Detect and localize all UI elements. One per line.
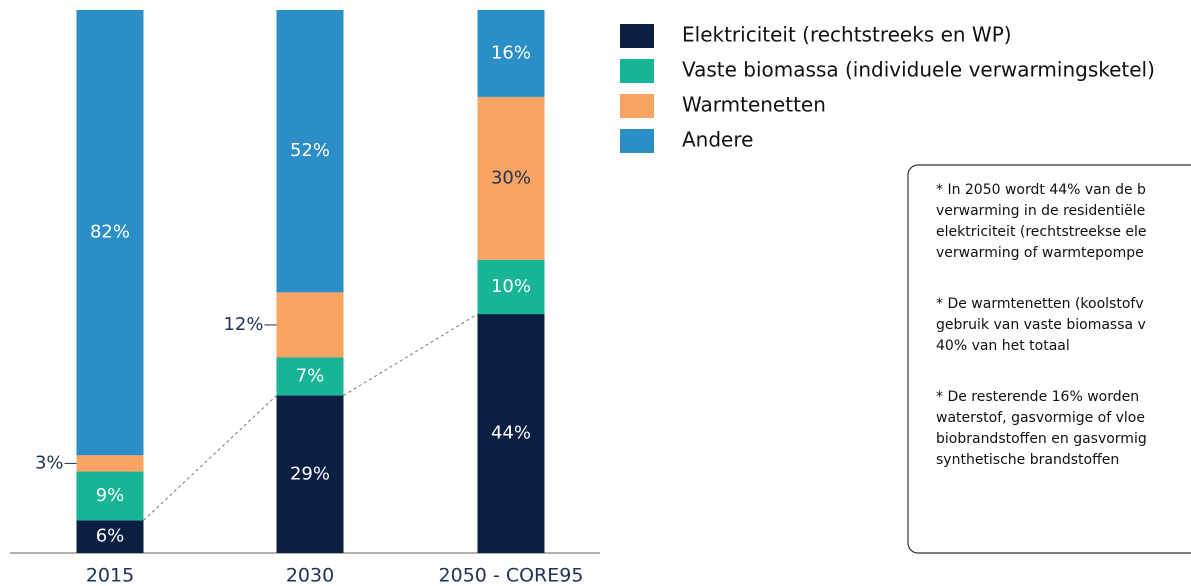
- value-label: 6%: [96, 526, 125, 547]
- legend-swatch: [620, 59, 654, 83]
- bar-segment: [276, 292, 344, 358]
- note-text: biobrandstoffen en gasvormig: [936, 431, 1147, 447]
- value-label: 44%: [491, 423, 531, 444]
- bar-segment: [76, 10, 144, 456]
- legend-swatch: [620, 24, 654, 48]
- note-text: 40% van het totaal: [936, 338, 1070, 354]
- legend-label: Warmtenetten: [682, 93, 826, 117]
- note-text: verwarming of warmtepompe: [936, 245, 1144, 261]
- bar-segment: [477, 96, 545, 260]
- trend-connector: [343, 313, 478, 396]
- bar-segment: [76, 520, 144, 553]
- note-text: * De warmtenetten (koolstofv: [936, 296, 1144, 312]
- note-box: [907, 164, 1191, 554]
- x-tick-label: 2050 - CORE95: [439, 565, 584, 586]
- value-label: 3%: [35, 452, 64, 473]
- bar-segment: [76, 471, 144, 521]
- legend-label: Vaste biomassa (individuele verwarmingsk…: [682, 58, 1155, 82]
- trend-connector: [143, 395, 277, 521]
- legend-label: Elektriciteit (rechtstreeks en WP): [682, 23, 1012, 47]
- note-text: gebruik van vaste biomassa v: [936, 317, 1146, 333]
- x-tick-label: 2030: [286, 565, 334, 586]
- value-label: 30%: [491, 167, 531, 188]
- value-label: 82%: [90, 222, 130, 243]
- value-label: 10%: [491, 276, 531, 297]
- value-label: 16%: [491, 42, 531, 63]
- note-text: * De resterende 16% worden: [936, 389, 1139, 405]
- bar-segment: [76, 455, 144, 472]
- bar-segment: [477, 314, 545, 553]
- bar-segment: [477, 10, 545, 97]
- bar-segment: [276, 357, 344, 396]
- note-text: verwarming in de residentiële: [936, 203, 1145, 219]
- note-text: * In 2050 wordt 44% van de b: [936, 182, 1146, 198]
- value-label: 52%: [290, 140, 330, 161]
- value-label: 29%: [290, 463, 330, 484]
- note-text: waterstof, gasvormige of vloe: [936, 410, 1145, 426]
- value-label: 7%: [296, 366, 325, 387]
- legend-swatch: [620, 129, 654, 153]
- legend-swatch: [620, 94, 654, 118]
- note-text: elektriciteit (rechtstreekse ele: [936, 224, 1147, 240]
- value-label: 12%: [223, 314, 263, 335]
- value-label: 9%: [96, 485, 125, 506]
- bar-segment: [477, 259, 545, 315]
- bar-segment: [276, 395, 344, 553]
- note-text: synthetische brandstoffen: [936, 452, 1119, 468]
- x-tick-label: 2015: [86, 565, 134, 586]
- bar-segment: [276, 10, 344, 293]
- legend-label: Andere: [682, 128, 753, 152]
